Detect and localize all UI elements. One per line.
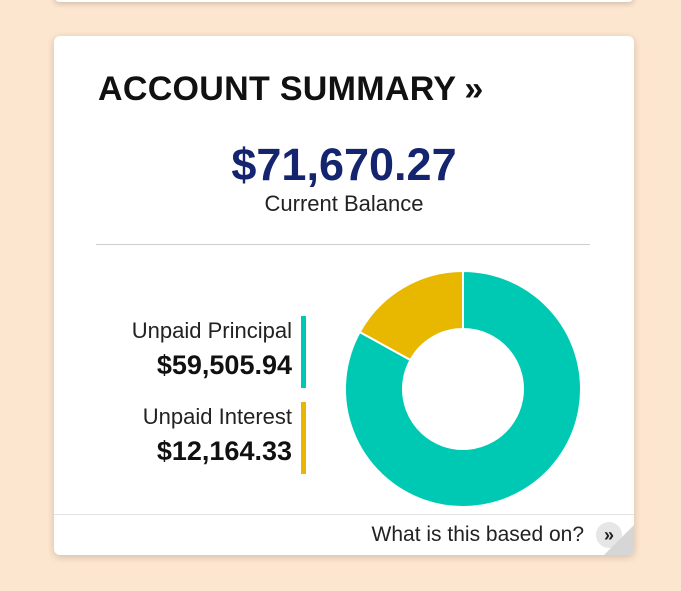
legend-unpaid-interest: Unpaid Interest $12,164.33 <box>142 402 306 474</box>
donut-slice-unpaid-interest <box>358 269 464 362</box>
account-summary-card: ACCOUNT SUMMARY» $71,670.27 Current Bala… <box>54 36 634 555</box>
unpaid-principal-value: $59,505.94 <box>156 350 292 380</box>
unpaid-interest-value: $12,164.33 <box>156 436 292 466</box>
previous-card <box>54 0 634 2</box>
account-summary-title: ACCOUNT SUMMARY <box>98 70 457 108</box>
donut-slice-unpaid-principal <box>344 269 582 508</box>
current-balance-amount: $71,670.27 <box>231 139 457 190</box>
unpaid-principal-label: Unpaid Principal <box>131 318 292 343</box>
current-balance-label: Current Balance <box>264 191 424 216</box>
current-balance: $71,670.27 Current Balance <box>54 140 634 218</box>
legend-principal-color-bar <box>301 316 306 388</box>
account-summary-title-link[interactable]: ACCOUNT SUMMARY» <box>98 70 484 109</box>
double-chevron-right-icon: » <box>464 70 484 108</box>
legend-unpaid-principal: Unpaid Principal $59,505.94 <box>131 316 306 388</box>
footer-divider <box>54 514 634 515</box>
what-is-this-based-on-link[interactable]: What is this based on? » <box>372 522 622 548</box>
footer-link-text: What is this based on? <box>371 523 584 546</box>
page-curl-corner <box>604 525 634 555</box>
legend-interest-color-bar <box>301 402 306 474</box>
balance-donut-chart <box>344 269 582 508</box>
divider <box>96 244 590 245</box>
unpaid-interest-label: Unpaid Interest <box>142 404 292 429</box>
